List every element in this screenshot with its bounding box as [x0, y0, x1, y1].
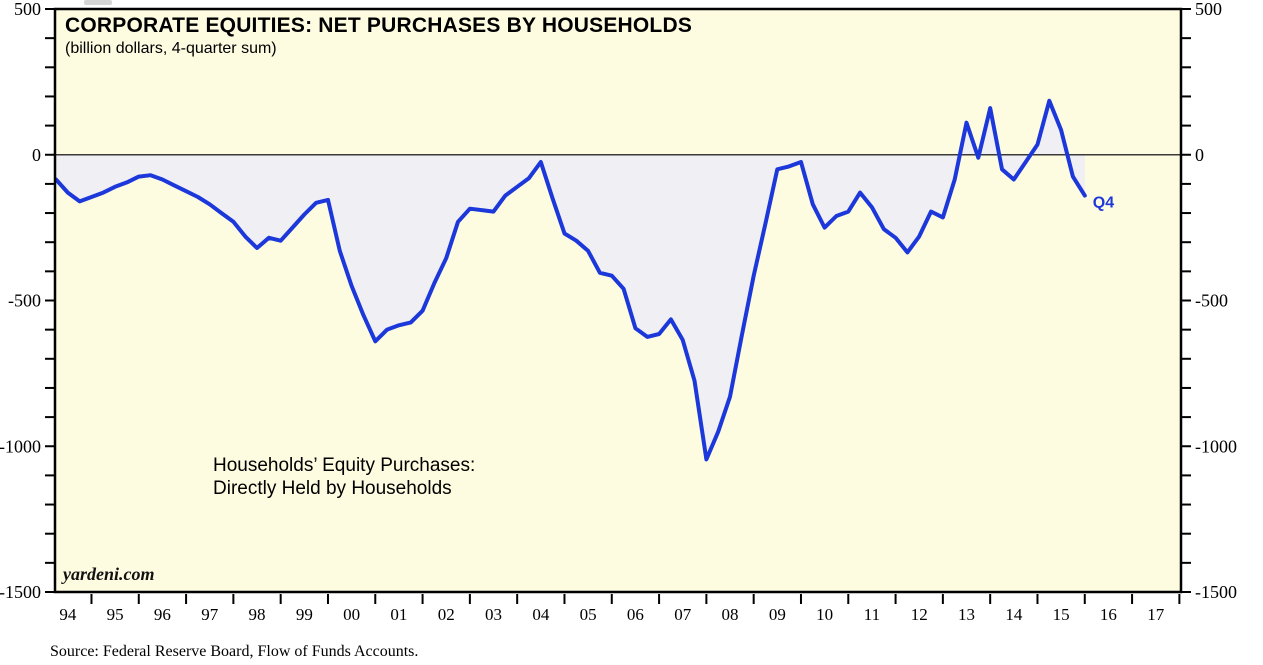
plot-frame	[53, 7, 1183, 594]
x-axis-year-label: 95	[107, 605, 124, 624]
x-axis-year-label: 04	[532, 605, 550, 624]
chart-title: CORPORATE EQUITIES: NET PURCHASES BY HOU…	[65, 14, 692, 37]
plot-background	[55, 9, 1181, 592]
last-point-label-q4: Q4	[1093, 195, 1114, 212]
x-axis-year-label: 16	[1100, 605, 1117, 624]
x-axis-year-label: 00	[343, 605, 360, 624]
x-axis-year-label: 08	[722, 605, 739, 624]
y-axis-label-left: 0	[32, 145, 41, 165]
x-axis-year-label: 12	[911, 605, 928, 624]
y-axis-label-left: 500	[14, 0, 41, 19]
chart-subtitle: (billion dollars, 4-quarter sum)	[65, 40, 277, 57]
y-axis-label-right: 0	[1195, 145, 1204, 165]
y-axis-label-left: -1000	[0, 436, 41, 456]
top-edge-artifact	[84, 0, 112, 5]
x-axis-year-label: 11	[864, 605, 880, 624]
x-axis-year-label: 14	[1005, 605, 1023, 624]
y-axis-label-right: 500	[1195, 0, 1222, 19]
y-axis-label-right: -1000	[1195, 436, 1237, 456]
x-axis-year-label: 02	[438, 605, 455, 624]
source-note: Source: Federal Reserve Board, Flow of F…	[50, 643, 418, 660]
series-annotation-line1: Households’ Equity Purchases:	[213, 455, 475, 476]
x-axis-year-label: 99	[296, 605, 313, 624]
y-axis-label-right: -500	[1195, 291, 1228, 311]
x-axis-year-label: 06	[627, 605, 644, 624]
x-axis-year-label: 94	[59, 605, 77, 624]
y-axis-label-left: -500	[8, 291, 41, 311]
x-axis-year-label: 96	[154, 605, 171, 624]
x-axis-year-label: 03	[485, 605, 502, 624]
x-axis-year-label: 05	[580, 605, 597, 624]
line-household-purchases	[55, 98, 1087, 462]
area-fill-household-purchases	[56, 100, 1085, 460]
x-axis-year-label: 10	[816, 605, 833, 624]
x-axis-year-label: 07	[674, 605, 692, 624]
watermark-yardeni: yardeni.com	[61, 564, 155, 584]
y-axis-label-left: -1500	[0, 582, 41, 602]
x-axis-year-label: 98	[249, 605, 266, 624]
x-axis-year-label: 17	[1147, 605, 1165, 624]
y-axis-label-right: -1500	[1195, 582, 1237, 602]
x-axis-year-label: 09	[769, 605, 786, 624]
series-annotation-line2: Directly Held by Households	[213, 478, 452, 499]
x-axis-year-label: 13	[958, 605, 975, 624]
x-axis-year-label: 15	[1053, 605, 1070, 624]
x-axis-year-label: 97	[201, 605, 219, 624]
x-axis-year-label: 01	[390, 605, 407, 624]
